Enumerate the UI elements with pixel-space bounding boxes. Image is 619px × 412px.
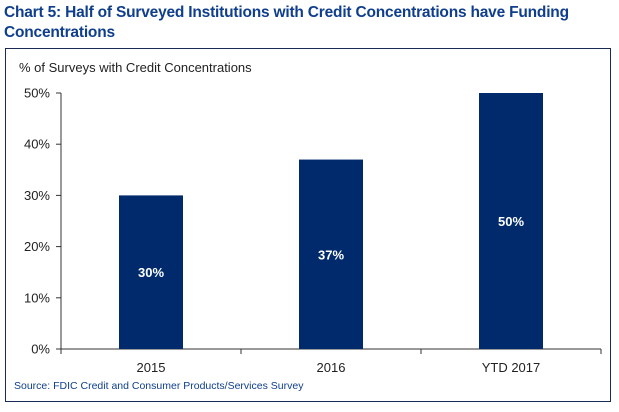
x-tick-label: 2015 bbox=[137, 360, 166, 375]
bar bbox=[299, 159, 363, 349]
y-tick-label: 0% bbox=[31, 342, 50, 357]
x-tick-label: 2016 bbox=[317, 360, 346, 375]
y-tick-label: 40% bbox=[24, 137, 50, 152]
y-tick-label: 50% bbox=[24, 86, 50, 101]
chart-title: Chart 5: Half of Surveyed Institutions w… bbox=[4, 4, 569, 41]
data-label: 50% bbox=[498, 214, 524, 229]
data-label: 37% bbox=[318, 247, 344, 262]
y-tick-label: 10% bbox=[24, 290, 50, 305]
data-label: 30% bbox=[138, 265, 164, 280]
source-note: Source: FDIC Credit and Consumer Product… bbox=[14, 380, 304, 392]
y-tick-label: 20% bbox=[24, 239, 50, 254]
chart-frame bbox=[5, 48, 611, 402]
x-tick-label: YTD 2017 bbox=[482, 360, 541, 375]
bar bbox=[479, 93, 543, 349]
y-axis-label: % of Surveys with Credit Concentrations bbox=[19, 60, 252, 75]
y-tick-label: 30% bbox=[24, 188, 50, 203]
bar bbox=[119, 195, 183, 349]
